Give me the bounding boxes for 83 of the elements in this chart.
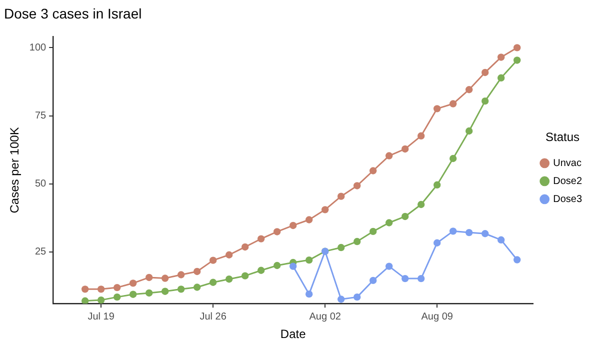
point (177, 286, 185, 293)
legend-label: Dose2 (553, 176, 582, 187)
point (209, 256, 217, 264)
point (465, 86, 473, 94)
point (257, 235, 265, 242)
point (369, 167, 377, 174)
point (481, 97, 489, 105)
point (241, 272, 249, 280)
point (305, 216, 313, 224)
point (257, 266, 265, 274)
chart-title: Dose 3 cases in Israel (4, 5, 142, 22)
point (289, 222, 297, 230)
point (97, 296, 105, 304)
y-tick-label: 50 (34, 178, 47, 190)
point (289, 262, 297, 270)
point (241, 243, 249, 251)
point (129, 280, 137, 287)
y-tick-label: 100 (29, 42, 47, 54)
point (385, 262, 393, 270)
point (161, 288, 169, 295)
point (225, 276, 233, 283)
point (433, 105, 441, 112)
point (401, 212, 409, 220)
y-tick-label: 25 (34, 246, 47, 258)
point (177, 271, 185, 278)
point (225, 251, 233, 258)
x-tick-label: Aug 02 (309, 311, 342, 322)
point (497, 54, 505, 61)
point (433, 181, 441, 188)
point (81, 297, 89, 304)
point (273, 262, 281, 270)
y-tick-label: 75 (34, 110, 47, 122)
legend-label: Dose3 (553, 194, 582, 205)
point (129, 290, 137, 298)
x-axis-title: Date (280, 327, 306, 342)
x-tick-label: Aug 09 (421, 311, 454, 322)
x-tick-label: Jul 19 (88, 311, 115, 322)
point (113, 284, 121, 292)
point (353, 238, 361, 246)
point (513, 44, 521, 52)
point (401, 145, 409, 153)
point (497, 236, 505, 244)
point (305, 256, 313, 264)
point (97, 286, 105, 293)
point (465, 127, 473, 135)
point (369, 276, 377, 284)
point (113, 293, 121, 301)
point (481, 68, 489, 76)
point (385, 152, 393, 160)
point (417, 200, 425, 208)
point (401, 274, 409, 282)
point (161, 274, 169, 282)
point (369, 228, 377, 236)
point (513, 56, 521, 64)
point (353, 182, 361, 190)
point (337, 192, 345, 200)
legend-title: Status (546, 130, 580, 144)
point (305, 290, 313, 298)
point (353, 293, 361, 301)
point (321, 206, 329, 214)
point (81, 286, 89, 293)
point (209, 278, 217, 286)
point (449, 228, 457, 235)
point (145, 274, 153, 282)
point (513, 256, 521, 264)
y-axis-title: Cases per 100K (8, 127, 22, 214)
point (417, 132, 425, 140)
point (449, 100, 457, 108)
point (193, 284, 201, 291)
point (417, 274, 425, 282)
point (465, 228, 473, 236)
point (385, 219, 393, 226)
point (337, 244, 345, 252)
point (273, 228, 281, 236)
x-tick-label: Jul 26 (200, 311, 227, 322)
point (433, 239, 441, 246)
point (193, 268, 201, 276)
point (481, 230, 489, 238)
point (497, 74, 505, 82)
point (337, 296, 345, 303)
point (145, 289, 153, 297)
point (449, 154, 457, 162)
legend-label: Unvac (553, 158, 582, 169)
